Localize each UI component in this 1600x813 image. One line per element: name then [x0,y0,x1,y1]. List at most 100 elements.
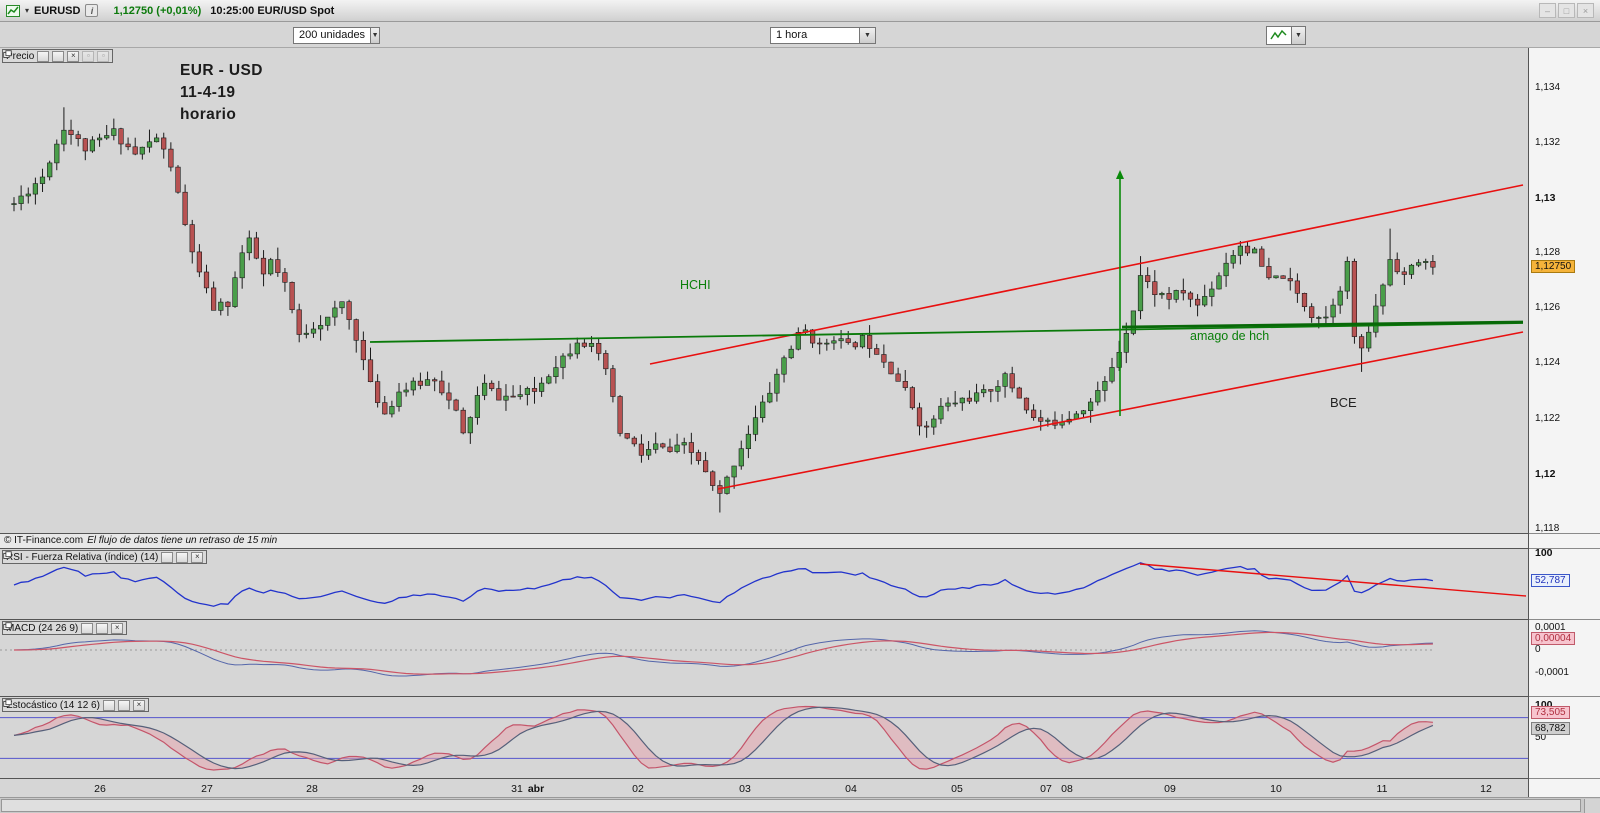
quote-time-label: 10:25:00 EUR/USD Spot [210,4,335,17]
date-label: 26 [94,783,106,795]
maximize-button[interactable]: □ [1558,3,1575,18]
horizontal-scrollbar[interactable] [0,797,1600,813]
note-line-2: 11-4-19 [180,84,236,101]
chart-type-button[interactable]: ▼ [1266,26,1306,45]
date-label: 07 [1040,783,1052,795]
date-label: 04 [845,783,857,795]
date-label: 09 [1164,783,1176,795]
window-icon[interactable] [3,699,130,711]
window-controls: – □ × [1539,3,1594,18]
price-panel-tab[interactable]: Precio × ▫ ▫ [2,49,114,63]
amago-annotation[interactable]: amago de hch [1190,329,1270,343]
axis-label: 50 [1535,732,1547,743]
axis-label: 1,118 [1535,523,1560,534]
close-panel-icon[interactable]: × [111,622,124,634]
note-line-1: EUR - USD [180,62,263,79]
stochastic-chart-canvas[interactable] [0,697,1528,778]
axis-separator [1529,548,1600,549]
rsi-value-badge: 52,787 [1531,574,1570,587]
close-button[interactable]: × [1577,3,1594,18]
date-label: 10 [1270,783,1282,795]
scrollbar-thumb[interactable] [1,799,1581,812]
symbol-name[interactable]: EURUSD [34,4,81,17]
axis-label: 0,0001 [1535,622,1566,633]
titlebar: ▾ EURUSD i 1,12750 (+0,01%) 10:25:00 EUR… [0,0,1600,22]
price-panel-title: Precio [6,50,35,62]
date-label: abr [527,783,545,795]
minimize-button[interactable]: – [1539,3,1556,18]
rsi-panel[interactable]: RSI - Fuerza Relativa (índice) (14) × [0,548,1528,619]
last-price-badge: 1,12750 [1531,260,1576,274]
next-disabled-icon: ▫ [97,50,110,62]
chart-type-dropdown-icon[interactable]: ▼ [1292,26,1306,45]
scrollbar-corner [1584,799,1600,813]
axis-label: -0,0001 [1535,667,1569,678]
chart-area: Precio × ▫ ▫ EUR - USD 11-4-19 horario H… [0,48,1600,813]
axis-label: 0 [1535,644,1541,655]
date-label: 28 [306,783,318,795]
rsi-panel-title: RSI - Fuerza Relativa (índice) (14) [6,551,159,563]
copyright-bar: © IT-Finance.com El flujo de datos tiene … [0,533,1528,548]
date-label: 05 [951,783,963,795]
date-label: 11 [1376,783,1388,795]
wrench-icon[interactable] [3,551,174,563]
wrench-icon[interactable] [3,50,50,62]
stochastic-k-value-badge: 73,505 [1531,706,1570,719]
axis-label: 1,12 [1535,468,1556,480]
last-price-and-change: 1,12750 (+0,01%) [113,4,202,17]
rsi-panel-tab[interactable]: RSI - Fuerza Relativa (índice) (14) × [2,550,208,564]
date-label: 03 [739,783,751,795]
hchi-annotation[interactable]: HCHI [680,278,711,292]
axis-label: 1,128 [1535,247,1561,258]
rsi-chart-canvas[interactable] [0,549,1528,619]
close-panel-icon[interactable]: × [67,50,80,62]
price-chart-canvas[interactable] [0,48,1528,533]
stochastic-panel[interactable]: Estocástico (14 12 6) × [0,696,1528,778]
axis-label: 100 [1535,547,1553,559]
instrument-chart-icon [6,4,20,17]
stochastic-panel-tab[interactable]: Estocástico (14 12 6) × [2,698,149,712]
close-panel-icon[interactable]: × [132,699,145,711]
window-icon[interactable] [3,551,189,563]
timeframe-select[interactable]: 1 hora ▼ [770,27,876,44]
macd-panel-tab[interactable]: MACD (24 26 9) × [2,621,128,635]
value-axis-column: 1,134 1,132 1,13 1,128 1,126 1,124 1,122 1,12 1,… [1528,48,1600,797]
date-label: 31 [511,783,523,795]
stochastic-d-value-badge: 68,782 [1531,722,1570,735]
axis-label: 1,134 [1535,82,1561,93]
axis-label: 1,132 [1535,137,1561,148]
macd-chart-canvas[interactable] [0,620,1528,696]
axis-separator [1529,619,1600,620]
date-label: 02 [632,783,644,795]
time-axis: 26 27 28 29 31 abr 02 03 04 05 07 08 09 10 11 12 [0,778,1528,797]
copyright-source: © IT-Finance.com [4,535,84,546]
units-select-arrow-icon[interactable]: ▼ [370,28,379,43]
axis-label: 1,122 [1535,413,1561,424]
timeframe-select-arrow-icon[interactable]: ▼ [859,28,875,43]
window-icon[interactable] [3,622,109,634]
axis-label: 1,124 [1535,357,1561,368]
window-icon[interactable] [3,50,65,62]
units-select-value: 200 unidades [299,29,366,41]
bce-annotation[interactable]: BCE [1330,395,1357,410]
date-label: 08 [1061,783,1073,795]
axis-separator [1529,696,1600,697]
axis-separator [1529,533,1600,534]
info-icon[interactable]: i [85,4,99,17]
price-panel[interactable]: Precio × ▫ ▫ EUR - USD 11-4-19 horario H… [0,48,1528,533]
wrench-icon[interactable] [3,699,115,711]
symbol-dropdown-caret-icon[interactable]: ▾ [25,6,30,15]
axis-label: 1,126 [1535,302,1561,313]
date-label: 29 [412,783,424,795]
macd-panel-title: MACD (24 26 9) [6,622,79,634]
toolbar: 200 unidades ▼ 1 hora ▼ ▼ [0,23,1600,48]
timeframe-select-value: 1 hora [776,29,808,41]
units-select[interactable]: 200 unidades ▼ [293,27,380,44]
wrench-icon[interactable] [3,622,94,634]
prev-disabled-icon: ▫ [82,50,95,62]
close-panel-icon[interactable]: × [191,551,204,563]
chart-note-annotation[interactable]: EUR - USD 11-4-19 horario [180,60,263,126]
macd-value-badge: 0,00004 [1531,632,1576,645]
macd-panel[interactable]: MACD (24 26 9) × [0,619,1528,696]
